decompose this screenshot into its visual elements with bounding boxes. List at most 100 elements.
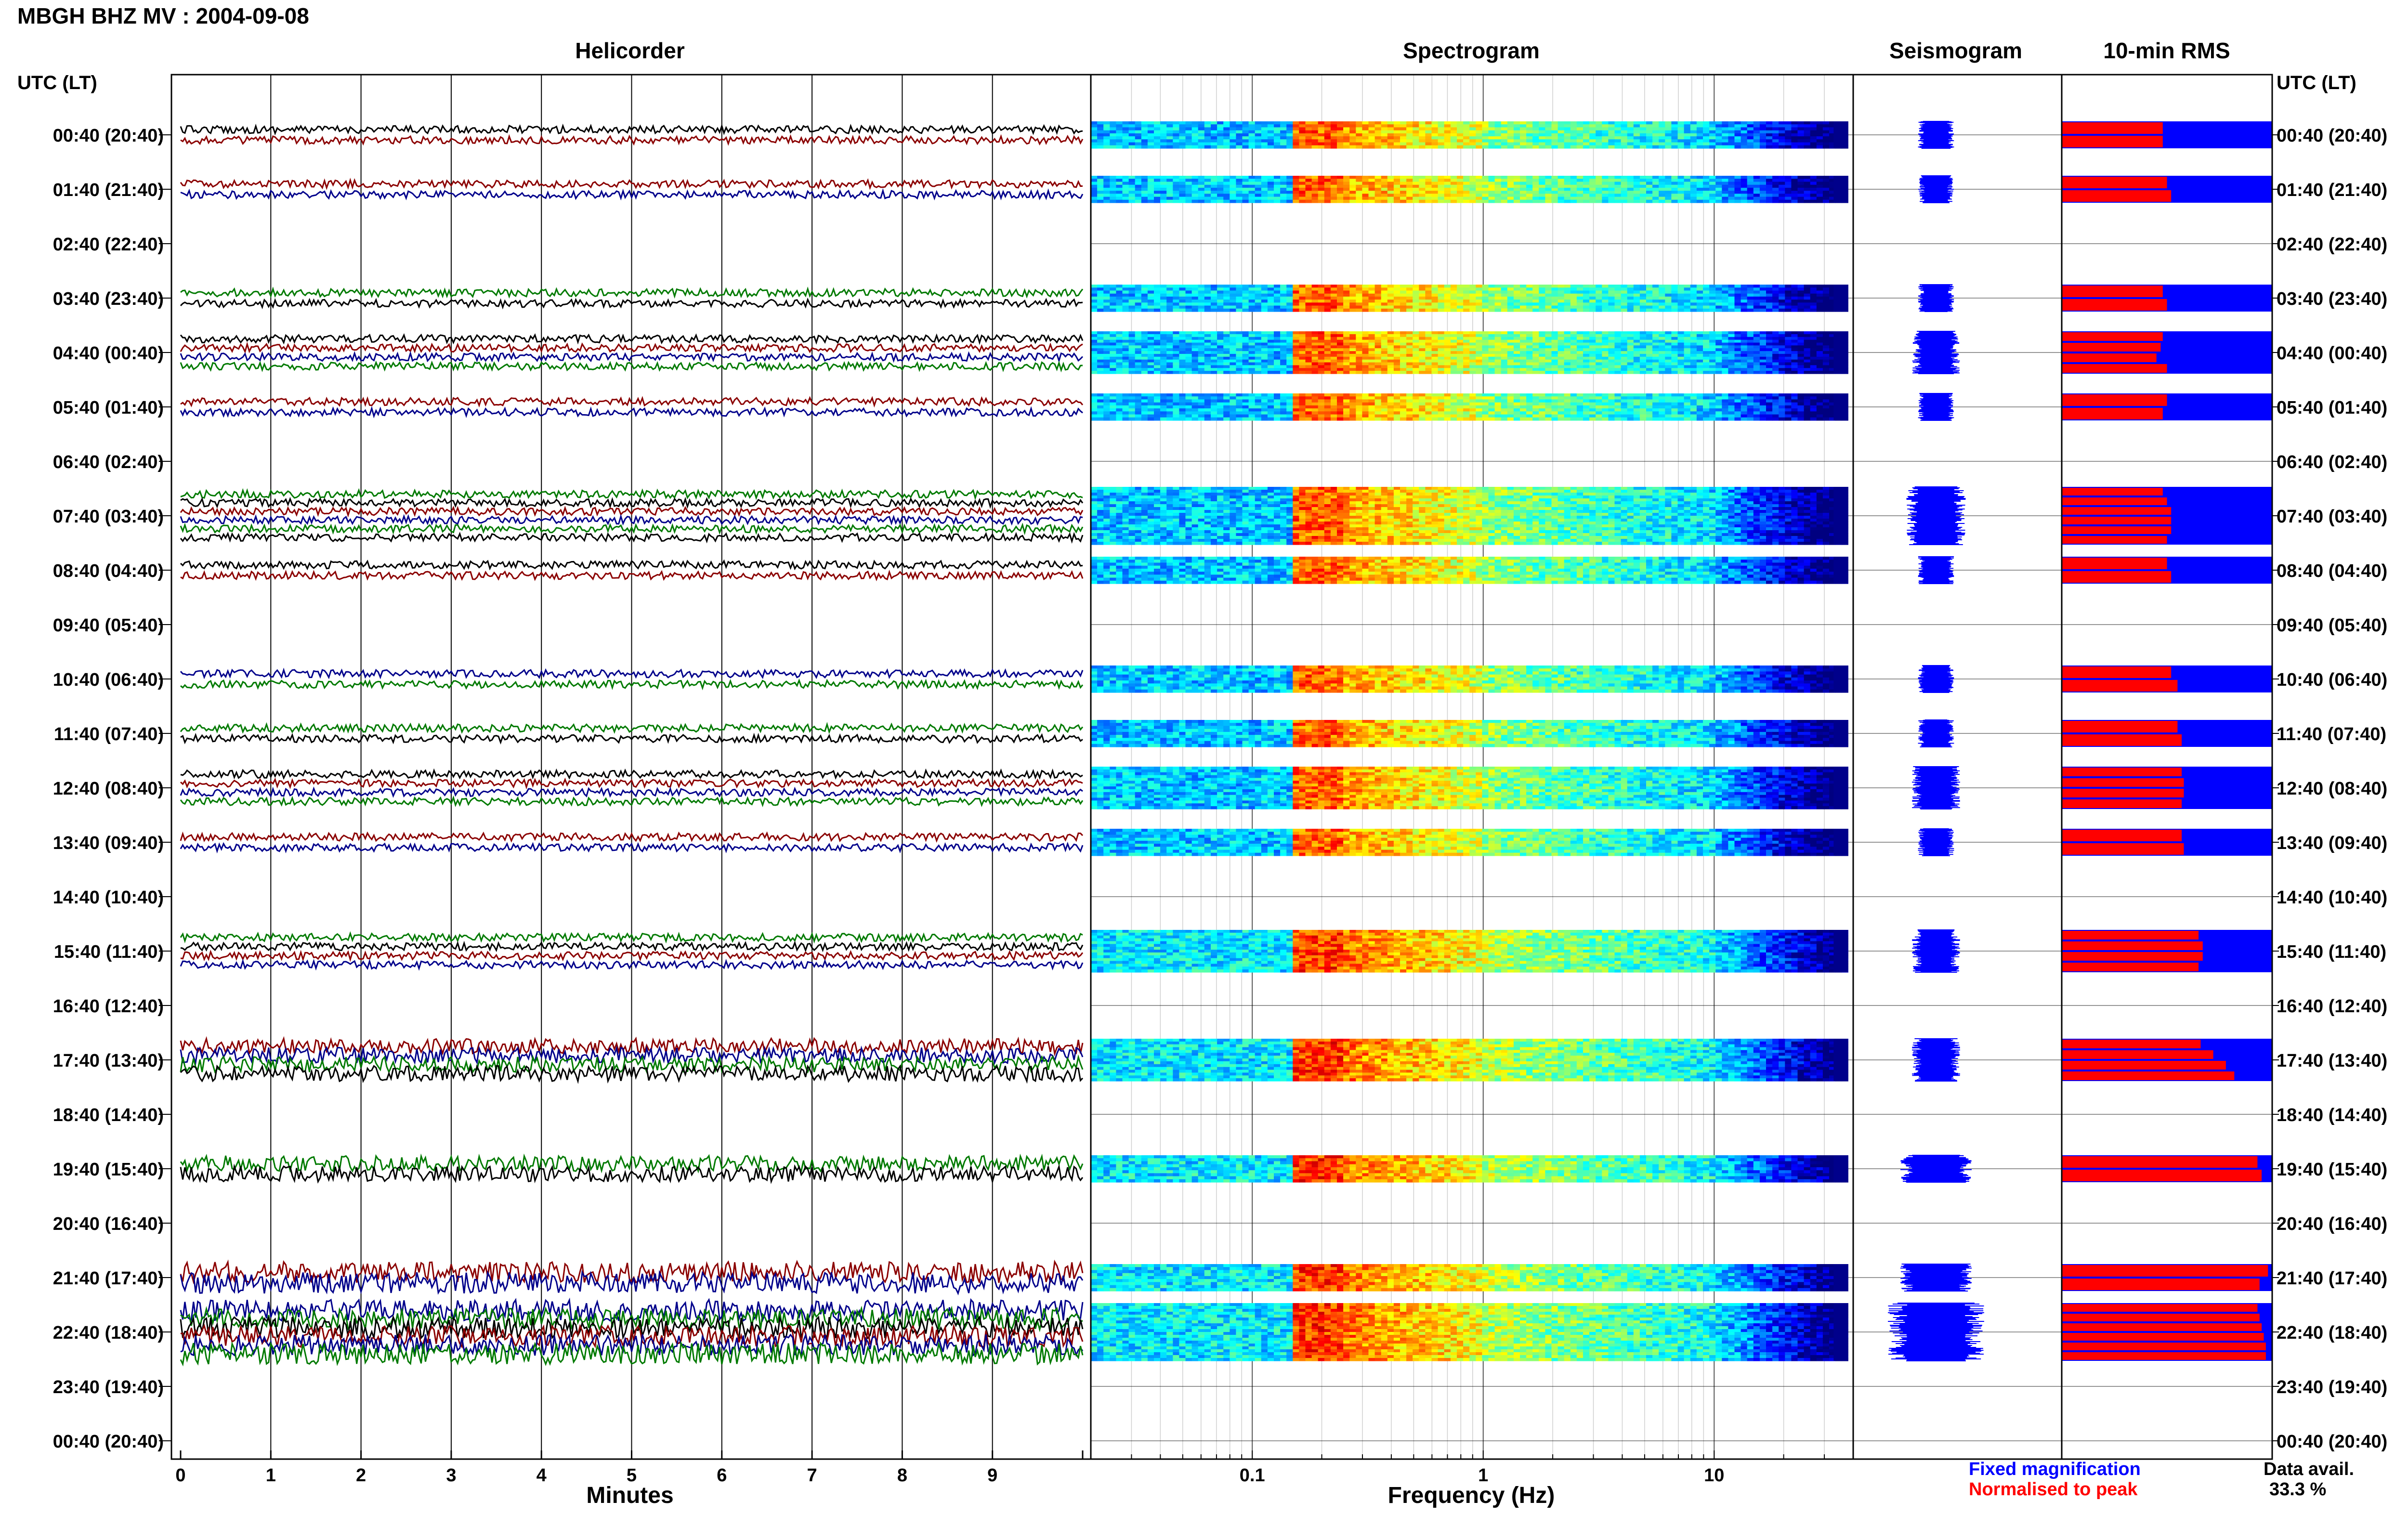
spectrogram-cell bbox=[1375, 287, 1382, 291]
spectrogram-cell bbox=[1394, 334, 1400, 338]
spectrogram-cell bbox=[1249, 143, 1256, 146]
spectrogram-cell bbox=[1179, 290, 1186, 294]
spectrogram-cell bbox=[1135, 340, 1142, 343]
spectrogram-cell bbox=[1299, 365, 1306, 368]
spectrogram-cell bbox=[1444, 365, 1451, 368]
spectrogram-cell bbox=[1817, 357, 1823, 360]
spectrogram-cell bbox=[1608, 343, 1615, 346]
spectrogram-cell bbox=[1110, 194, 1116, 197]
spectrogram-cell bbox=[1539, 351, 1545, 354]
spectrogram-cell bbox=[1419, 143, 1426, 146]
spectrogram-cell bbox=[1539, 294, 1545, 297]
spectrogram-cell bbox=[1766, 200, 1773, 203]
spectrogram-cell bbox=[1577, 136, 1584, 140]
spectrogram-cell bbox=[1817, 194, 1823, 197]
spectrogram-cell bbox=[1760, 182, 1767, 185]
spectrogram-cell bbox=[1211, 145, 1217, 149]
spectrogram-cell bbox=[1798, 290, 1805, 294]
spectrogram-cell bbox=[1154, 139, 1161, 143]
spectrogram-cell bbox=[1489, 182, 1495, 185]
spectrogram-cell bbox=[1817, 176, 1823, 179]
spectrogram-cell bbox=[1255, 133, 1262, 137]
spectrogram-cell bbox=[1589, 300, 1596, 303]
spectrogram-cell bbox=[1217, 297, 1224, 300]
spectrogram-cell bbox=[1217, 348, 1224, 352]
spectrogram-cell bbox=[1299, 139, 1306, 143]
spectrogram-cell bbox=[1634, 343, 1640, 346]
spectrogram-cell bbox=[1387, 182, 1394, 185]
spectrogram-cell bbox=[1539, 200, 1545, 203]
spectrogram-cell bbox=[1715, 354, 1722, 357]
spectrogram-cell bbox=[1116, 337, 1123, 340]
spectrogram-cell bbox=[1173, 340, 1179, 343]
spectrogram-cell bbox=[1135, 139, 1142, 143]
spectrogram-cell bbox=[1236, 294, 1243, 297]
spectrogram-cell bbox=[1741, 290, 1748, 294]
spectrogram-cell bbox=[1476, 309, 1482, 312]
spectrogram-cell bbox=[1728, 354, 1735, 357]
spectrogram-cell bbox=[1646, 354, 1653, 357]
spectrogram-cell bbox=[1154, 348, 1161, 352]
spectrogram-cell bbox=[1337, 363, 1344, 366]
spectrogram-cell bbox=[1703, 188, 1710, 191]
spectrogram-cell bbox=[1678, 343, 1685, 346]
spectrogram-cell bbox=[1116, 345, 1123, 349]
spectrogram-cell bbox=[1173, 343, 1179, 346]
spectrogram-cell bbox=[1514, 334, 1520, 338]
spectrogram-cell bbox=[1356, 179, 1362, 182]
spectrogram-cell bbox=[1362, 188, 1369, 191]
spectrogram-cell bbox=[1596, 287, 1602, 291]
spectrogram-cell bbox=[1211, 121, 1217, 125]
spectrogram-cell bbox=[1413, 348, 1419, 352]
spectrogram-cell bbox=[1532, 176, 1539, 179]
spectrogram-cell bbox=[1577, 139, 1584, 143]
spectrogram-cell bbox=[1602, 143, 1609, 146]
spectrogram-cell bbox=[1804, 145, 1811, 149]
spectrogram-cell bbox=[1243, 290, 1249, 294]
spectrogram-cell bbox=[1369, 348, 1375, 352]
spectrogram-cell bbox=[1249, 121, 1256, 125]
spectrogram-cell bbox=[1406, 365, 1413, 368]
spectrogram-cell bbox=[1552, 337, 1558, 340]
spectrogram-cell bbox=[1103, 176, 1110, 179]
spectrogram-cell bbox=[1123, 179, 1129, 182]
spectrogram-cell bbox=[1349, 285, 1356, 288]
spectrogram-cell bbox=[1129, 363, 1136, 366]
spectrogram-cell bbox=[1697, 348, 1703, 352]
spectrogram-cell bbox=[1564, 302, 1571, 306]
spectrogram-cell bbox=[1463, 334, 1470, 338]
spectrogram-cell bbox=[1349, 340, 1356, 343]
spectrogram-cell bbox=[1331, 145, 1337, 149]
spectrogram-cell bbox=[1634, 131, 1640, 134]
spectrogram-cell bbox=[1166, 306, 1173, 309]
spectrogram-cell bbox=[1469, 290, 1476, 294]
spectrogram-cell bbox=[1173, 331, 1179, 335]
spectrogram-cell bbox=[1223, 179, 1230, 182]
spectrogram-cell bbox=[1123, 309, 1129, 312]
spectrogram-cell bbox=[1097, 354, 1104, 357]
spectrogram-cell bbox=[1306, 351, 1312, 354]
spectrogram-cell bbox=[1451, 287, 1457, 291]
spectrogram-cell bbox=[1501, 185, 1508, 188]
spectrogram-cell bbox=[1312, 343, 1319, 346]
spectrogram-cell bbox=[1779, 145, 1785, 149]
spectrogram-cell bbox=[1785, 185, 1792, 188]
spectrogram-cell bbox=[1589, 354, 1596, 357]
spectrogram-cell bbox=[1520, 294, 1527, 297]
rms-normalised-bar bbox=[2062, 122, 2163, 134]
spectrogram-cell bbox=[1690, 351, 1697, 354]
hour-label-left: 14:40 (10:40) bbox=[53, 888, 164, 908]
spectrogram-cell bbox=[1564, 121, 1571, 125]
spectrogram-cell bbox=[1123, 294, 1129, 297]
spectrogram-cell bbox=[1615, 348, 1622, 352]
spectrogram-cell bbox=[1331, 360, 1337, 363]
spectrogram-cell bbox=[1116, 136, 1123, 140]
spectrogram-cell bbox=[1817, 351, 1823, 354]
spectrogram-cell bbox=[1671, 127, 1678, 131]
minute-tick-label: 3 bbox=[446, 1465, 456, 1486]
seismogram-trace bbox=[1918, 285, 1954, 312]
spectrogram-cell bbox=[1230, 176, 1236, 179]
spectrogram-cell bbox=[1804, 294, 1811, 297]
spectrogram-cell bbox=[1268, 343, 1274, 346]
spectrogram-cell bbox=[1110, 124, 1116, 128]
